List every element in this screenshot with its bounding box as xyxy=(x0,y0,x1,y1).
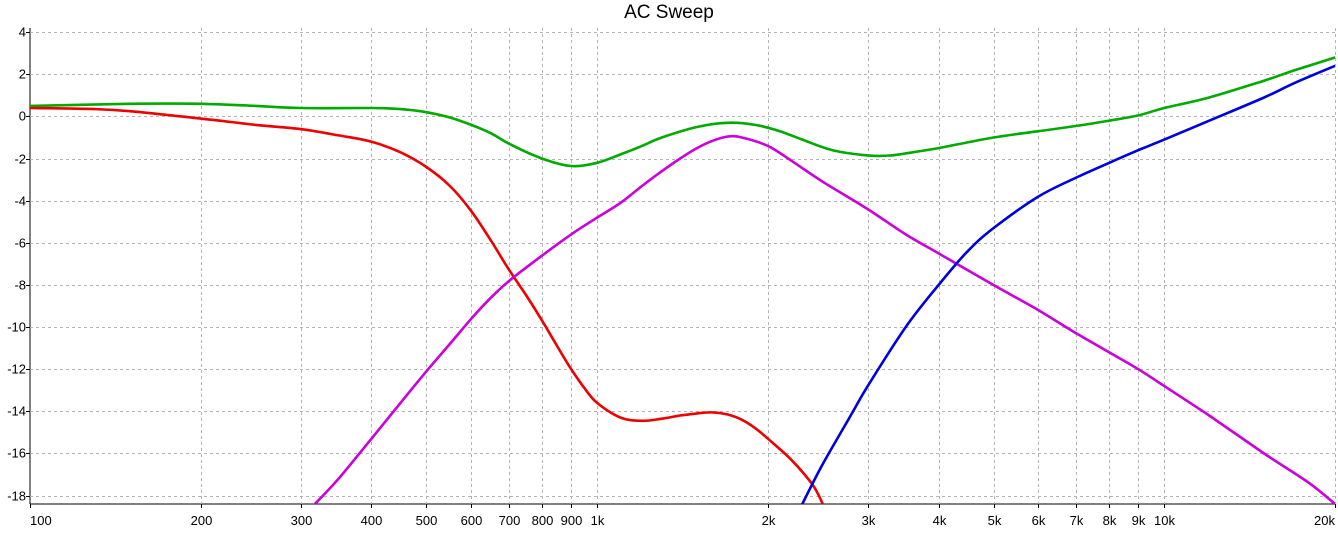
x-tick-label: 4k xyxy=(933,513,947,528)
chart-title: AC Sweep xyxy=(624,2,714,23)
x-tick-label: 5k xyxy=(988,513,1002,528)
x-tick-label: 700 xyxy=(499,513,521,528)
series-line-2 xyxy=(30,106,825,504)
y-tick-label: -2 xyxy=(14,152,26,167)
x-tick-label: 1k xyxy=(591,513,605,528)
x-tick-label: 8k xyxy=(1103,513,1117,528)
x-tick-label: 500 xyxy=(416,513,438,528)
series-line-3 xyxy=(313,134,1335,504)
x-tick-label: 3k xyxy=(862,513,876,528)
series-line-4 xyxy=(801,64,1335,504)
x-tick-label: 400 xyxy=(361,513,383,528)
x-tick-label: 300 xyxy=(291,513,313,528)
y-tick-label: -4 xyxy=(14,194,26,209)
y-tick-label: -6 xyxy=(14,236,26,251)
y-tick-label: -16 xyxy=(7,446,26,461)
y-tick-label: 0 xyxy=(19,109,26,124)
y-tick-label: -14 xyxy=(7,404,26,419)
y-tick-label: -18 xyxy=(7,489,26,504)
y-tick-label: 2 xyxy=(19,67,26,82)
x-tick-label: 600 xyxy=(461,513,483,528)
x-tick-label: 6k xyxy=(1032,513,1046,528)
y-tick-label: -8 xyxy=(14,278,26,293)
x-tick-label: 9k xyxy=(1132,513,1146,528)
x-tick-label: 2k xyxy=(762,513,776,528)
x-tick-label: 7k xyxy=(1070,513,1084,528)
x-tick-label: 900 xyxy=(561,513,583,528)
x-tick-label: 100 xyxy=(30,513,52,528)
y-tick-label: 4 xyxy=(19,25,26,40)
x-tick-label: 20k xyxy=(1314,513,1335,528)
x-tick-label: 800 xyxy=(532,513,554,528)
series-line-1 xyxy=(30,56,1335,168)
y-tick-label: -10 xyxy=(7,320,26,335)
y-tick-label: -12 xyxy=(7,362,26,377)
x-tick-label: 200 xyxy=(191,513,213,528)
x-tick-label: 10k xyxy=(1154,513,1175,528)
